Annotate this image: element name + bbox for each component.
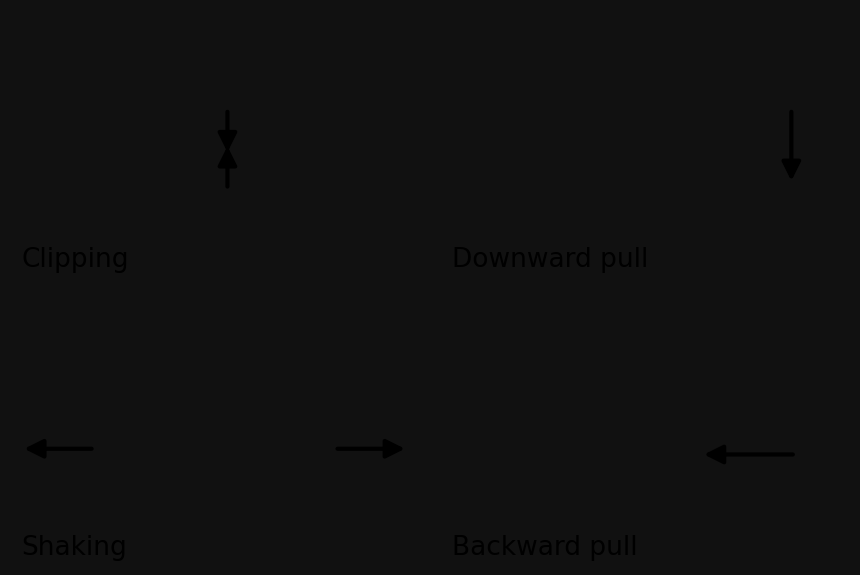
- Text: Shaking: Shaking: [22, 535, 127, 561]
- Text: Downward pull: Downward pull: [452, 247, 648, 273]
- Text: Clipping: Clipping: [22, 247, 129, 273]
- Text: Backward pull: Backward pull: [452, 535, 638, 561]
